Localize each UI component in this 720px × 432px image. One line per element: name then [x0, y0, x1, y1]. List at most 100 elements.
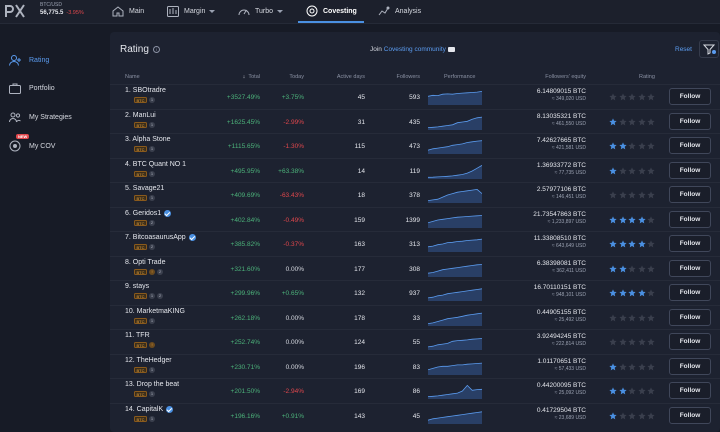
total-return: +262.18%	[230, 314, 260, 322]
equity-btc: 8.13035321 BTC	[536, 112, 586, 120]
follow-button[interactable]: Follow	[669, 235, 711, 252]
px-logo[interactable]	[4, 3, 26, 19]
trader-name[interactable]: 3. Alpha Stone	[125, 136, 171, 143]
performance-sparkline	[428, 312, 482, 326]
trader-name[interactable]: 11. TFR	[125, 332, 150, 339]
sidebar-item-strategies[interactable]: My Strategies	[9, 110, 72, 124]
star-icon	[637, 411, 646, 419]
col-followers[interactable]: Followers	[396, 74, 420, 80]
performance-sparkline	[428, 116, 482, 130]
trader-name-text: 9. stays	[125, 283, 150, 290]
btc-tag: BTC	[134, 97, 147, 103]
trader-name-text: 7. BitcoasaurusApp	[125, 234, 186, 241]
trader-name[interactable]: 5. Savage21	[125, 185, 164, 192]
follow-button[interactable]: Follow	[669, 406, 711, 424]
nav-covesting[interactable]: Covesting	[306, 0, 357, 22]
active-days: 169	[354, 388, 365, 395]
total-return: +201.50%	[230, 388, 260, 395]
follow-button[interactable]: Follow	[669, 137, 711, 154]
nav-main[interactable]: Main	[112, 0, 144, 22]
trader-name[interactable]: 6. Geridos1	[125, 209, 172, 217]
follow-button[interactable]: Follow	[669, 210, 711, 228]
covesting-icon	[306, 5, 318, 17]
table-row[interactable]: 5. Savage21 BTC 1 +409.69% -63.43% 18 378 2.579…	[110, 182, 720, 207]
table-row[interactable]: 14. CapitalK BTC 1 +196.16% +0.91% 143 45 0.417…	[110, 402, 720, 428]
sidebar-item-rating[interactable]: Rating	[9, 53, 49, 67]
trader-name[interactable]: 14. CapitalK	[125, 405, 174, 413]
sidebar-item-cov[interactable]: NEW My COV	[9, 134, 55, 153]
star-icon	[618, 191, 627, 199]
table-row[interactable]: 3. Alpha Stone BTC 1 +1115.65% -1.30% 115 473 7…	[110, 133, 720, 158]
trader-name[interactable]: 13. Drop the beat	[125, 381, 179, 388]
col-days[interactable]: Active days	[336, 74, 365, 80]
trader-name[interactable]: 7. BitcoasaurusApp	[125, 234, 196, 241]
table-row[interactable]: 4. BTC Quant NO 1 BTC 1 +495.95% +63.38% 14 11…	[110, 157, 720, 183]
btc-tag: BTC	[134, 415, 147, 422]
nav-analysis-label: Analysis	[395, 7, 422, 15]
trader-name[interactable]: 4. BTC Quant NO 1	[125, 161, 186, 168]
ticker-change: -3.95%	[66, 10, 84, 16]
followers-count: 1399	[405, 216, 420, 224]
star-icon	[628, 411, 636, 419]
filter-button[interactable]	[699, 40, 719, 58]
table-row[interactable]: 7. BitcoasaurusApp BTC 2 +385.82% -0.37% 163 3…	[110, 231, 720, 256]
table-row[interactable]: 6. Geridos1 BTC 2 +402.84% -0.49% 159 1399 21.7…	[110, 206, 720, 232]
reset-button[interactable]: Reset	[675, 46, 692, 53]
followers-count: 937	[409, 290, 420, 297]
follow-button[interactable]: Follow	[669, 308, 711, 326]
followers-equity: 7.42627665 BTC ≈ 421,581 USD	[537, 137, 586, 151]
follow-button[interactable]: Follow	[669, 382, 711, 399]
nav-margin[interactable]: Margin	[167, 0, 216, 22]
trader-name[interactable]: 1. SBOtradre	[125, 87, 166, 94]
follow-button[interactable]: Follow	[669, 333, 711, 350]
total-return: +196.16%	[230, 412, 260, 420]
col-total[interactable]: ↓ Total	[243, 74, 260, 80]
info-icon[interactable]: i	[153, 46, 160, 53]
trader-name[interactable]: 12. TheHedger	[125, 357, 172, 364]
follow-button[interactable]: Follow	[669, 112, 711, 130]
follow-button[interactable]: Follow	[669, 357, 711, 375]
btc-tag: BTC	[134, 293, 147, 299]
trader-name[interactable]: 2. ManLui	[125, 112, 156, 119]
trader-name[interactable]: 10. MarketmaKING	[125, 308, 185, 315]
equity-usd: ≈ 23,689 USD	[554, 414, 586, 421]
table-row[interactable]: 8. Opti Trade BTC! 2 +321.60% 0.00% 177 308 6.3…	[110, 255, 720, 281]
table-row[interactable]: 12. TheHedger BTC 1 +230.71% 0.00% 196 83 1.011…	[110, 353, 720, 379]
follow-button[interactable]: Follow	[669, 186, 711, 203]
star-icon	[628, 215, 636, 223]
followers-count: 378	[409, 192, 420, 199]
follow-button[interactable]: Follow	[669, 284, 711, 301]
follow-button[interactable]: Follow	[669, 88, 711, 105]
star-icon	[628, 313, 636, 321]
panel-title: Rating	[120, 44, 149, 55]
total-return: +402.84%	[230, 216, 260, 224]
table-row[interactable]: 11. TFR BTC! +252.74% 0.00% 124 55 3.92494245 …	[110, 329, 720, 354]
follow-button[interactable]: Follow	[669, 259, 711, 277]
follow-button[interactable]: Follow	[669, 161, 711, 179]
nav-analysis[interactable]: Analysis	[377, 0, 421, 22]
rating-stars	[609, 166, 657, 175]
star-icon	[647, 387, 655, 395]
star-icon	[647, 264, 655, 272]
sidebar-item-portfolio[interactable]: Portfolio	[9, 81, 55, 95]
nav-turbo[interactable]: Turbo	[238, 0, 284, 22]
trader-tags: BTC 1	[134, 391, 155, 397]
ticker-pair[interactable]: BTC/USD	[40, 2, 62, 8]
table-row[interactable]: 2. ManLui BTC 1 +1625.45% -2.99% 31 435 8.13035…	[110, 108, 720, 134]
sidebar-item-label: Rating	[29, 56, 50, 64]
covesting-community-link[interactable]: Covesting community	[383, 46, 446, 53]
strategy-badge: 1	[149, 195, 155, 201]
verified-icon	[166, 405, 174, 413]
total-return: +495.95%	[230, 167, 260, 175]
col-equity[interactable]: Followers' equity	[545, 74, 586, 80]
col-today[interactable]: Today	[289, 74, 304, 80]
table-row[interactable]: 1. SBOtradre BTC 1 +3527.49% +3.75% 45 593 6.14…	[110, 84, 720, 109]
trader-name[interactable]: 9. stays	[125, 283, 149, 290]
table-row[interactable]: 13. Drop the beat BTC 1 +201.50% -2.94% 169 86…	[110, 378, 720, 403]
star-icon	[647, 411, 655, 419]
trader-name[interactable]: 8. Opti Trade	[125, 259, 165, 266]
col-rating[interactable]: Rating	[639, 74, 655, 80]
table-row[interactable]: 9. stays BTC 1 2 +299.96% +0.65% 132 937 16.7011…	[110, 280, 720, 305]
ticker-price[interactable]: 56,775.5 -3.95%	[40, 10, 84, 16]
table-row[interactable]: 10. MarketmaKING BTC 1 +262.18% 0.00% 178 33 0.…	[110, 304, 720, 330]
